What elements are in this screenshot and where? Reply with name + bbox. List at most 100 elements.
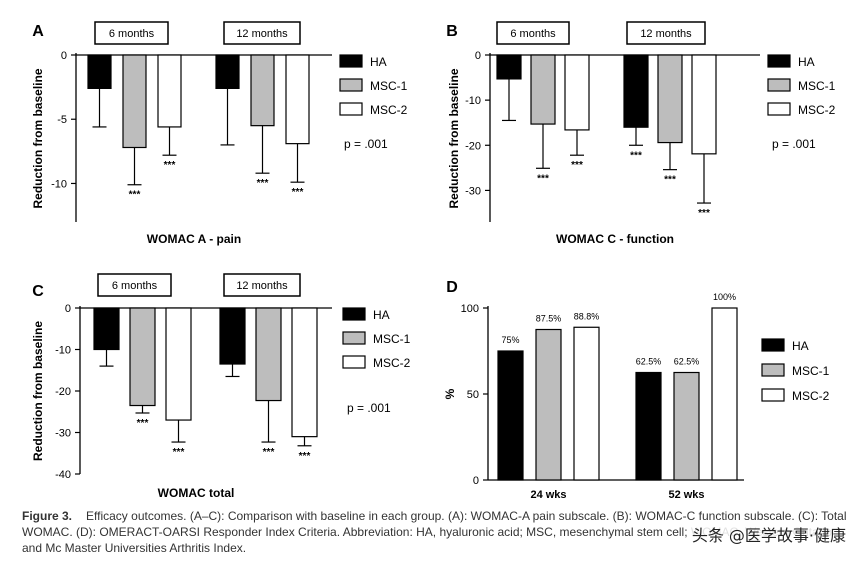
group-header-box (496, 21, 570, 45)
group-header-box (94, 21, 169, 45)
legend-label: MSC-1 (792, 364, 830, 378)
group-header-label: 6 months (112, 280, 158, 292)
significance-mark: *** (299, 451, 311, 462)
bar-value-label: 62.5% (636, 357, 662, 367)
legend-swatch-msc-2 (767, 102, 791, 116)
y-tick-label: -20 (465, 140, 481, 152)
bar-ha (215, 54, 240, 90)
panel-letter: B (446, 23, 458, 40)
y-tick-label: 50 (467, 389, 479, 401)
bar-msc-1 (530, 54, 556, 125)
panel-letter: A (32, 23, 44, 40)
legend-label: MSC-2 (373, 356, 411, 370)
bar-msc-2 (157, 54, 182, 128)
significance-mark: *** (137, 418, 149, 429)
bar-value-label: 87.5% (536, 314, 562, 324)
y-tick-label: -30 (465, 185, 481, 197)
bar-ha (497, 350, 524, 481)
bar-msc-1 (250, 54, 275, 127)
legend-swatch-msc-1 (342, 331, 366, 345)
bar-value-label: 62.5% (674, 357, 700, 367)
bar-msc-2 (711, 307, 738, 481)
legend-label: MSC-2 (792, 389, 830, 403)
bar-msc-1 (657, 54, 683, 144)
chart-panel-b: B 0 -10 -20 -30 Reduction from baseline 6 mont… (446, 21, 836, 246)
panel-letter: D (446, 279, 458, 296)
significance-mark: *** (164, 160, 176, 171)
bar-ha (623, 54, 649, 128)
significance-mark: *** (257, 178, 269, 189)
legend-swatch-ha (342, 307, 366, 321)
legend-label: MSC-1 (798, 79, 836, 93)
p-value: p = .001 (772, 137, 816, 151)
y-axis-label: % (443, 388, 457, 399)
bar-value-label: 75% (501, 335, 519, 345)
bar-msc-2 (291, 307, 318, 438)
bar-msc-1 (673, 371, 700, 481)
legend-label: HA (798, 55, 815, 69)
bar-ha (635, 371, 662, 481)
y-tick-label: -5 (57, 114, 67, 126)
p-value: p = .001 (344, 137, 388, 151)
y-tick-label: -10 (55, 345, 71, 357)
bar-value-label: 88.8% (574, 311, 600, 321)
legend-swatch-msc-2 (339, 102, 363, 116)
group-header-label: 12 months (236, 28, 288, 40)
legend-swatch-msc-1 (761, 363, 785, 377)
chart-panel-d: D 0 50 100% 75% 87.5% 88.8% 24 wks 62.5% 62.5% 100… (443, 279, 830, 501)
bar-msc-2 (691, 54, 717, 155)
bar-ha (496, 54, 522, 80)
y-tick-label: 100 (461, 303, 479, 315)
significance-mark: *** (173, 447, 185, 458)
figure-caption: Figure 3. Efficacy outcomes. (A–C): Compa… (22, 508, 852, 556)
bar-msc-2 (573, 326, 600, 481)
bar-ha (87, 54, 112, 90)
legend-label: MSC-1 (370, 79, 408, 93)
bar-msc-1 (129, 307, 156, 407)
caption-label: Figure 3. (22, 509, 73, 523)
y-tick-label: 0 (61, 50, 67, 62)
bar-msc-2 (285, 54, 310, 145)
legend-label: MSC-1 (373, 332, 411, 346)
bar-msc-2 (564, 54, 590, 131)
group-header-label: 6 months (510, 28, 556, 40)
chart-title: WOMAC A - pain (147, 232, 241, 246)
legend-swatch-msc-1 (767, 78, 791, 92)
y-tick-label: 0 (473, 475, 479, 487)
chart-title: WOMAC total (158, 486, 235, 500)
group-header-box (97, 273, 172, 297)
group-header-box (626, 21, 706, 45)
bar-msc-1 (255, 307, 282, 402)
y-axis-label: Reduction from baseline (31, 321, 45, 461)
legend-swatch-ha (339, 54, 363, 68)
legend-swatch-msc-2 (342, 355, 366, 369)
y-tick-label: -10 (51, 178, 67, 190)
y-axis-label: Reduction from baseline (447, 68, 461, 208)
significance-mark: *** (571, 160, 583, 171)
significance-mark: *** (292, 187, 304, 198)
chart-title: WOMAC C - function (556, 232, 674, 246)
significance-mark: *** (698, 208, 710, 219)
y-axis-label: Reduction from baseline (31, 68, 45, 208)
bar-ha (219, 307, 246, 365)
group-header-box (223, 21, 301, 45)
significance-mark: *** (630, 150, 642, 161)
bar-msc-1 (535, 328, 562, 481)
significance-mark: *** (129, 190, 141, 201)
bar-value-label: 100% (713, 292, 736, 302)
legend-label: HA (792, 339, 809, 353)
group-header-box (223, 273, 301, 297)
caption-text: Efficacy outcomes. (A–C): Comparison wit… (22, 509, 847, 555)
legend-swatch-msc-2 (761, 388, 785, 402)
chart-panel-a: A 0 -5 -10 Reduction from baseline 6 months 12… (31, 21, 408, 246)
p-value: p = .001 (347, 401, 391, 415)
legend-label: MSC-2 (370, 103, 408, 117)
y-tick-label: -30 (55, 428, 71, 440)
legend-label: HA (373, 308, 390, 322)
y-tick-label: 0 (65, 303, 71, 315)
y-tick-label: -10 (465, 95, 481, 107)
x-category-label: 24 wks (530, 489, 566, 501)
y-tick-label: 0 (475, 50, 481, 62)
significance-mark: *** (664, 175, 676, 186)
watermark: 头条 @医学故事·健康 (687, 522, 850, 546)
